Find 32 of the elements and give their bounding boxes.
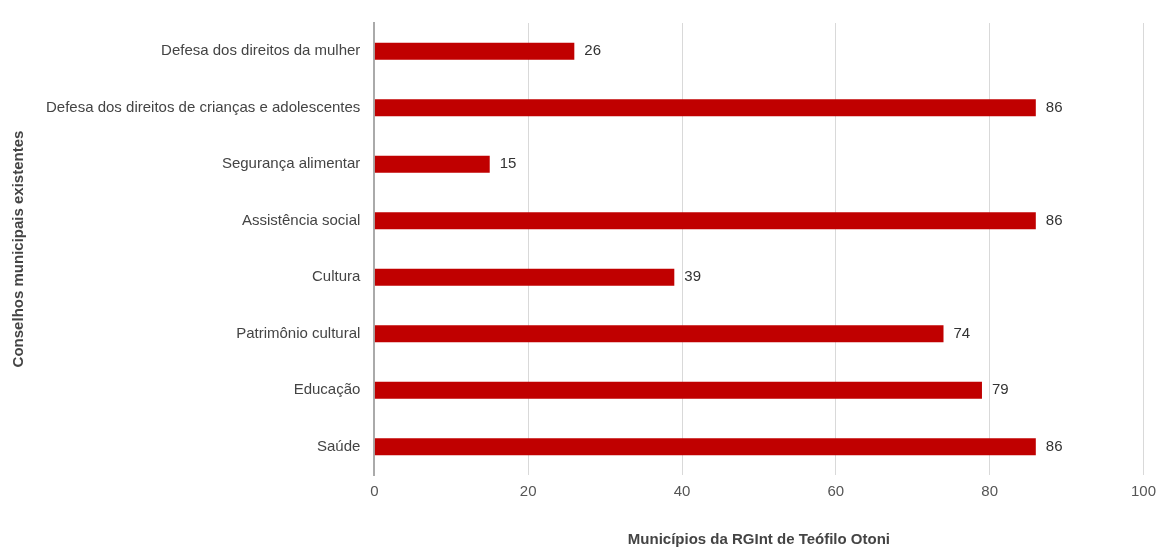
y-axis-title: Conselhos municipais existentes (9, 130, 27, 368)
data-label: 74 (953, 323, 971, 341)
x-tick-label: 20 (519, 482, 537, 500)
x-axis-title: Municípios da RGInt de Teófilo Otoni (627, 530, 891, 548)
x-tick-label: 60 (827, 482, 845, 500)
data-label: 86 (1045, 210, 1063, 228)
y-tick-label: Cultura (311, 267, 361, 285)
x-tick-label: 0 (370, 482, 379, 500)
data-label: 79 (991, 380, 1009, 398)
y-tick-label: Defesa dos direitos da mulher (161, 41, 361, 59)
y-tick-label: Patrimônio cultural (236, 323, 361, 341)
bar (374, 268, 675, 286)
bar (374, 325, 944, 343)
y-tick-label: Defesa dos direitos de crianças e adolescentes (45, 97, 361, 115)
data-label: 15 (499, 154, 517, 172)
bar (374, 438, 1036, 456)
x-tick-label: 80 (981, 482, 998, 500)
x-tick-label: 100 (1130, 482, 1156, 500)
y-tick-label: Segurança alimentar (221, 154, 361, 172)
x-tick-label: 40 (673, 482, 691, 500)
y-tick-label: Assistência social (241, 210, 361, 228)
data-label: 86 (1045, 436, 1063, 454)
bar (374, 381, 982, 399)
bar (374, 42, 575, 60)
y-tick-label: Educação (293, 380, 361, 398)
bar (374, 155, 490, 173)
data-label: 86 (1045, 97, 1063, 115)
y-tick-label: Saúde (316, 436, 361, 454)
bar (374, 99, 1036, 117)
data-label: 26 (584, 41, 602, 59)
data-label: 39 (684, 267, 701, 285)
bar (374, 212, 1036, 230)
